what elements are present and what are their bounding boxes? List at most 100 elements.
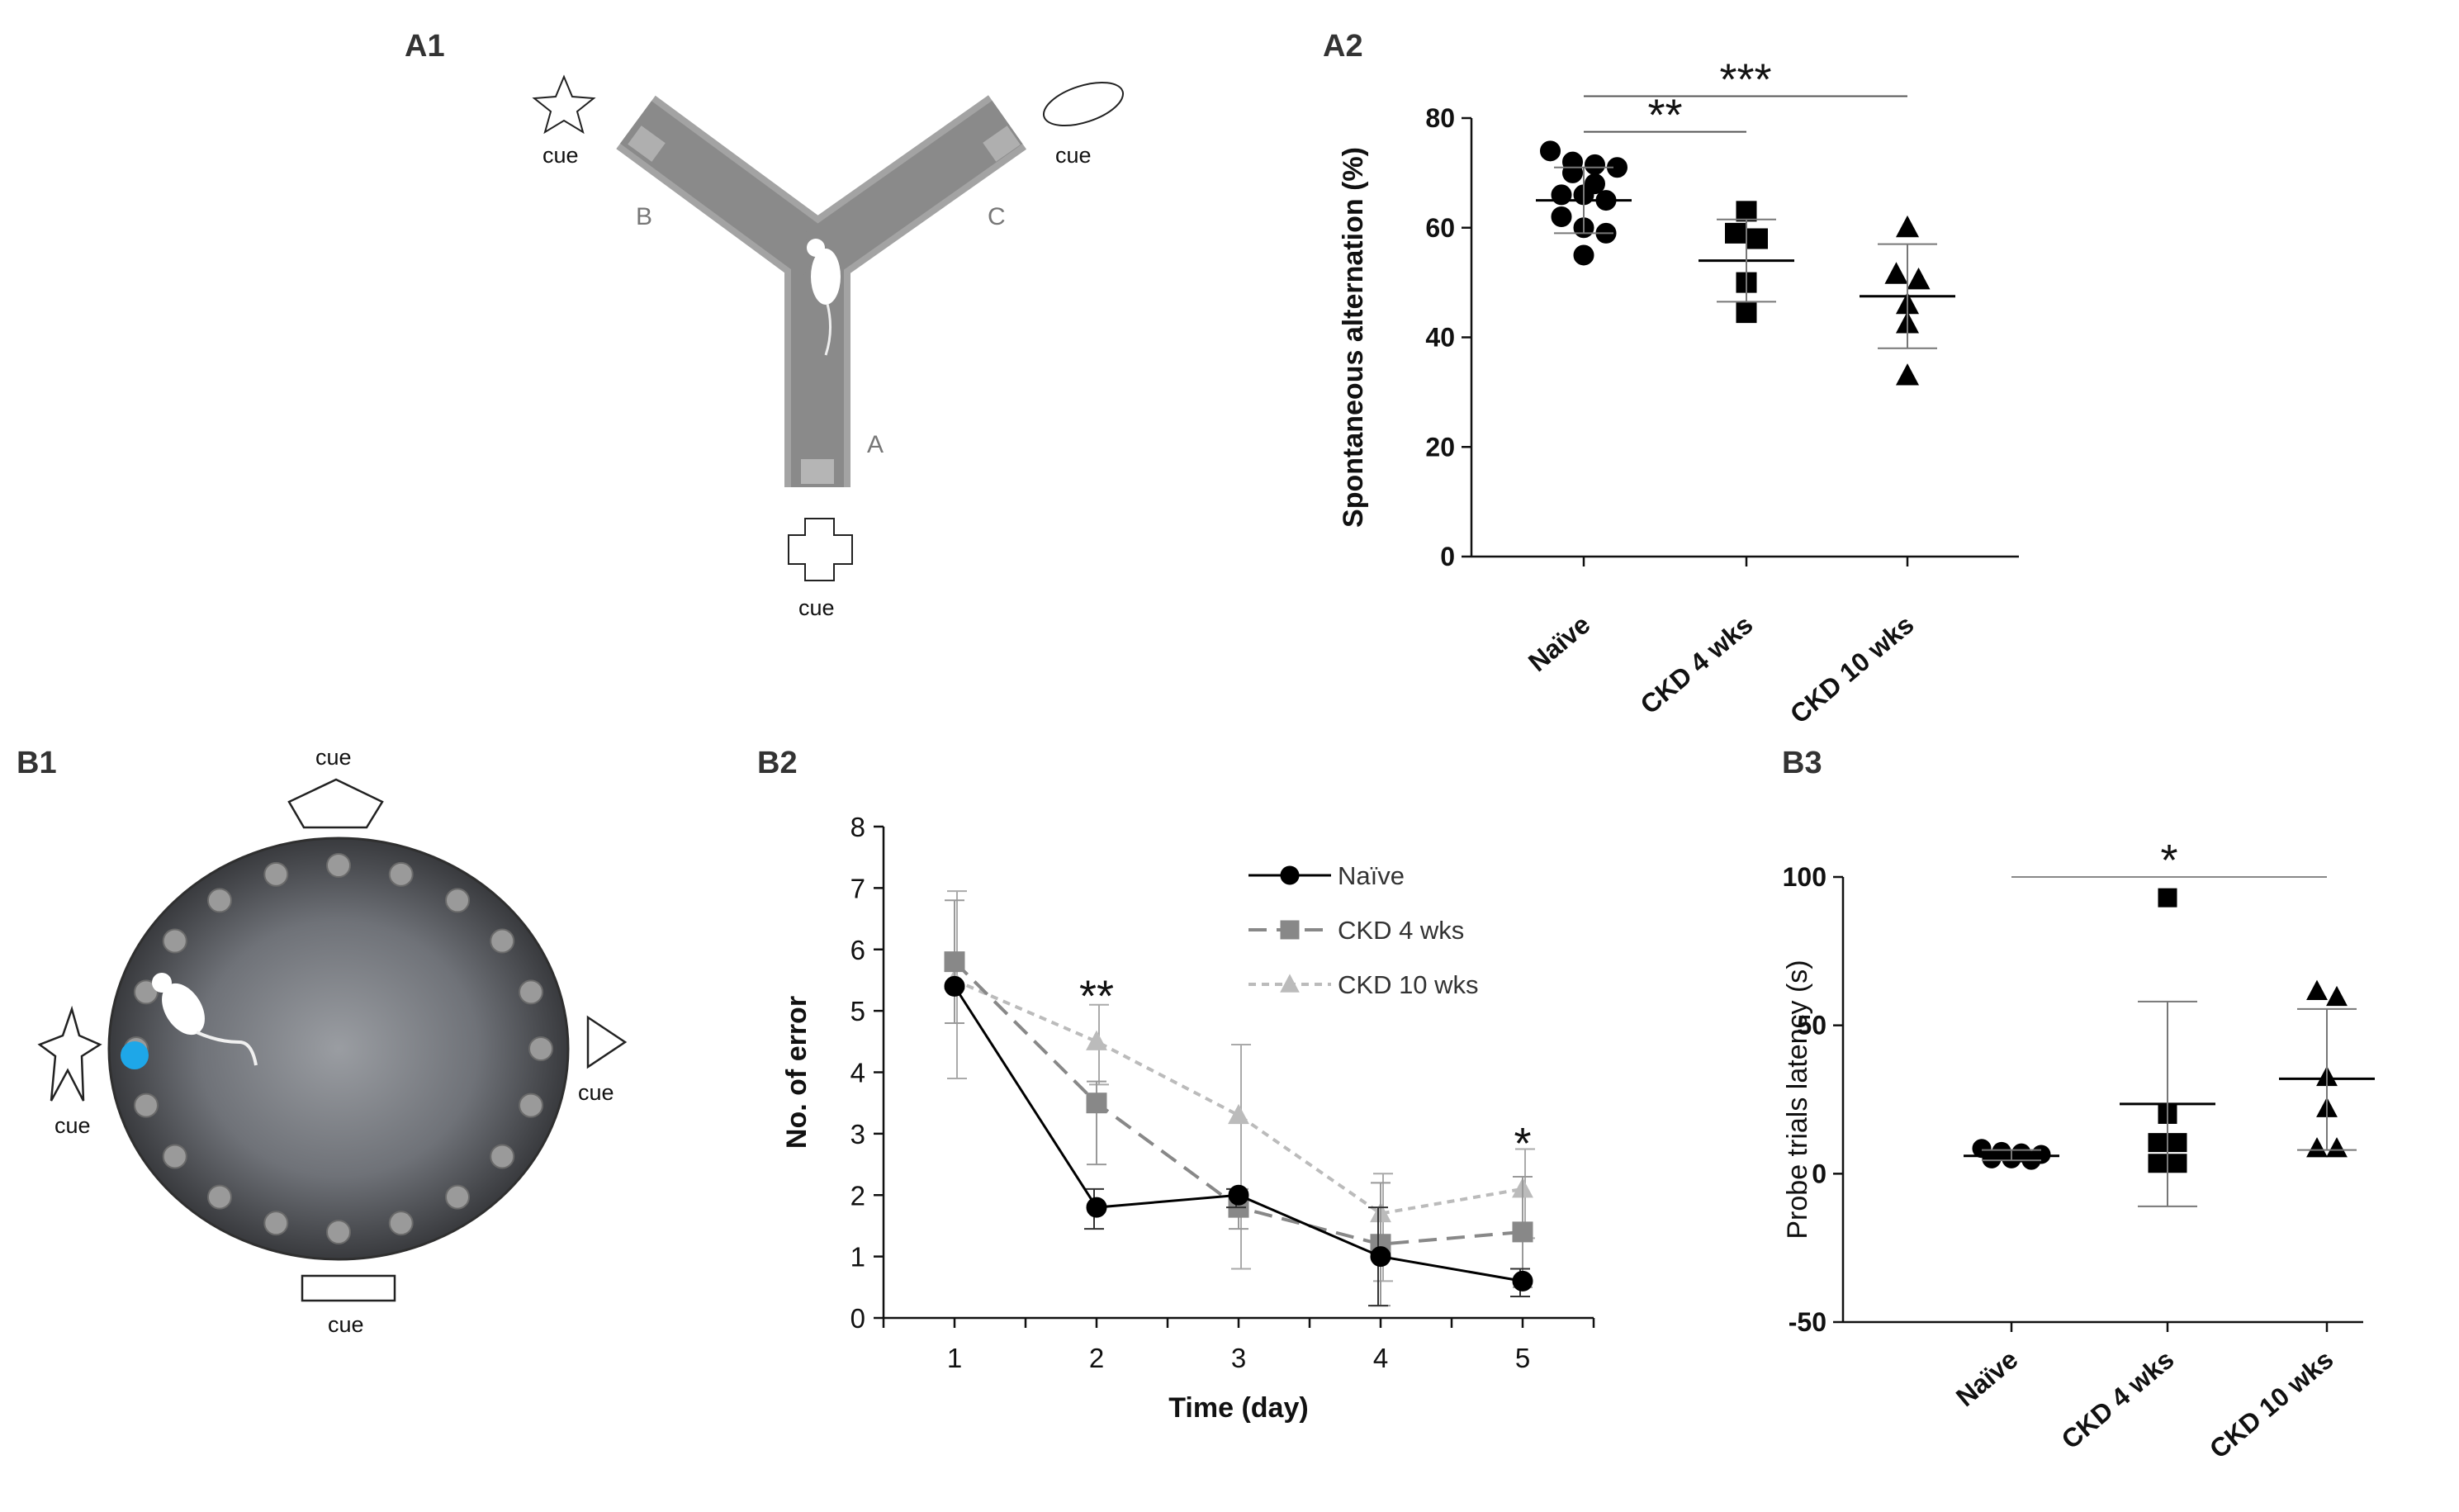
y-tick-label: 8: [850, 812, 865, 842]
data-point-square: [1736, 201, 1757, 222]
series-1: [944, 899, 1533, 1307]
data-point-square: [1086, 1093, 1107, 1114]
data-point-triangle: [2326, 1137, 2348, 1158]
mouse-icon: [152, 973, 258, 1066]
cue-cross: cue: [788, 518, 853, 620]
arm-label-c: C: [988, 203, 1006, 230]
data-point-circle: [1086, 1197, 1107, 1218]
barnes-hole: [263, 861, 289, 887]
cue-label: cue: [54, 1113, 91, 1138]
data-point-triangle: [1086, 1030, 1107, 1050]
data-point-triangle: [2306, 1137, 2328, 1158]
barnes-hole: [206, 1184, 232, 1210]
data-point-circle: [1972, 1139, 1992, 1159]
cue-triangle: cue: [578, 1015, 628, 1105]
barnes-hole: [326, 1220, 351, 1244]
barnes-holes: [124, 853, 553, 1244]
escape-hole: [121, 1041, 149, 1069]
significance-label: ***: [1719, 55, 1771, 104]
cue-label: cue: [315, 745, 352, 770]
significance-label: **: [1079, 971, 1114, 1021]
data-point-circle: [1585, 154, 1605, 175]
barnes-platform: [107, 837, 570, 1261]
series-0: [1964, 1139, 2059, 1170]
x-tick-label: 2: [1089, 1343, 1104, 1373]
b3-axes: -50 0 50 100 Naïve CKD 4 wks CKD 10 wks Probe t…: [1782, 862, 2363, 1464]
y-tick-label: 20: [1425, 432, 1455, 462]
y-tick-label: -50: [1789, 1307, 1826, 1337]
barnes-hole: [162, 928, 187, 954]
data-point-circle: [1573, 244, 1594, 266]
legend-marker-square: [1280, 920, 1300, 940]
x-tick-label: 1: [947, 1343, 962, 1373]
data-point-circle: [1512, 1270, 1533, 1292]
panel-a1-y-maze: A1 A B C cue: [405, 29, 1125, 620]
panel-a2-chart: A2 0 20 40 60 80 Naïve CKD 4 wks CKD 10 wks Spon…: [1323, 29, 2019, 729]
data-point-square: [1512, 1221, 1533, 1243]
cue-label: cue: [328, 1312, 364, 1337]
x-category-label: CKD 4 wks: [1635, 609, 1759, 720]
y-tick-label: 2: [850, 1180, 865, 1211]
a2-marks: *****: [1536, 55, 1955, 386]
panel-a2-label: A2: [1323, 29, 1363, 64]
barnes-hole: [490, 1144, 515, 1169]
x-category-label: Naïve: [1950, 1344, 2024, 1412]
data-point-square: [944, 951, 965, 973]
data-point-square: [1747, 228, 1768, 249]
star-icon: [37, 1005, 102, 1102]
legend-marker-circle: [1280, 865, 1300, 885]
cue-label: cue: [542, 143, 579, 168]
series-1: [1699, 201, 1794, 324]
x-tick-label: 4: [1373, 1343, 1388, 1373]
series-0: [944, 975, 1533, 1307]
cue-pentagon: cue: [287, 745, 384, 829]
y-tick-label: 1: [850, 1242, 865, 1273]
x-tick-label: 5: [1515, 1343, 1530, 1373]
data-point-square: [2168, 1133, 2187, 1153]
arm-label-b: B: [636, 203, 652, 230]
x-category-label: CKD 4 wks: [2056, 1344, 2180, 1455]
triangle-icon: [586, 1015, 628, 1069]
x-category-label: Naïve: [1523, 609, 1596, 677]
y-tick-label: 4: [850, 1058, 865, 1088]
significance-label: *: [2160, 836, 2177, 885]
cross-icon: [788, 518, 853, 581]
series-line: [954, 979, 1523, 1216]
x-category-label: CKD 10 wks: [1784, 609, 1919, 729]
data-point-circle: [1370, 1246, 1391, 1268]
series-line: [953, 985, 1523, 1282]
y-tick-label: 6: [850, 935, 865, 965]
data-point-square: [2158, 888, 2177, 908]
cue-star: cue: [532, 74, 596, 168]
legend-item: CKD 4 wks: [1248, 916, 1464, 945]
data-point-square: [1725, 222, 1746, 244]
star-icon: [532, 74, 596, 135]
series-2: [944, 890, 1535, 1282]
mouse-icon: [807, 239, 841, 356]
arm-label-a: A: [867, 431, 884, 458]
data-point-circle: [2011, 1143, 2031, 1163]
x-axis-title: Time (day): [1168, 1392, 1308, 1424]
barnes-hole: [206, 888, 232, 913]
barnes-hole: [162, 1144, 187, 1169]
ellipse-icon: [1042, 81, 1125, 127]
panel-a1-label: A1: [405, 29, 445, 64]
barnes-hole: [133, 1093, 159, 1118]
pentagon-icon: [287, 778, 384, 829]
y-tick-label: 60: [1425, 213, 1455, 243]
y-tick-label: 80: [1425, 103, 1455, 133]
data-point-triangle: [2306, 979, 2328, 1000]
y-tick-label: 100: [1783, 862, 1826, 892]
y-maze-diagram: A B C: [616, 95, 1027, 487]
y-tick-label: 0: [1812, 1159, 1826, 1188]
legend-item: CKD 10 wks: [1248, 970, 1479, 999]
data-point-triangle: [1895, 363, 1920, 386]
data-point-circle: [1540, 140, 1561, 162]
legend-marker-triangle: [1280, 974, 1300, 993]
data-point-square: [2148, 1133, 2168, 1153]
data-point-square: [1736, 302, 1757, 324]
data-point-circle: [944, 975, 965, 997]
panel-b2-label: B2: [757, 746, 798, 780]
series-2: [1860, 215, 1955, 386]
